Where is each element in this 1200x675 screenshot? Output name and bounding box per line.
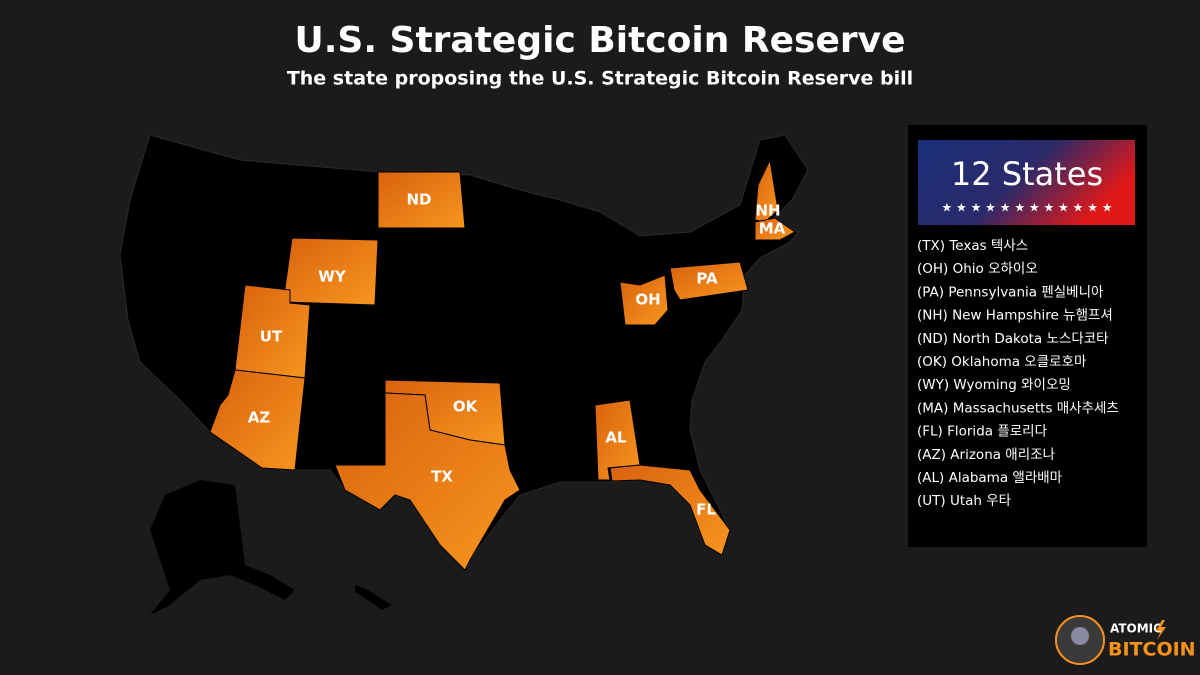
subtitle: The state proposing the U.S. Strategic B… (287, 68, 913, 90)
legend-item: (AL) Alabama 앨라배마 (917, 470, 1063, 486)
logo-line1: ATOMIC (1110, 622, 1162, 636)
state-label: TX (431, 468, 453, 486)
state-shape (594, 399, 641, 481)
logo: ATOMIC BITCOIN (1055, 615, 1196, 665)
logo-bolt (1156, 620, 1166, 640)
legend-item: (WY) Wyoming 와이오밍 (917, 377, 1071, 393)
state-shape (754, 158, 779, 223)
logo-icon-head (1071, 627, 1089, 645)
state-label: UT (260, 328, 283, 346)
state-label: PA (696, 270, 718, 288)
state-shape (377, 171, 466, 229)
legend-item: (ND) North Dakota 노스다코타 (917, 331, 1109, 347)
state-label: AZ (248, 409, 271, 427)
state-shape (282, 237, 379, 306)
state-shape (609, 464, 731, 556)
state-shape (669, 261, 749, 301)
state-shape (209, 369, 306, 471)
state-label: ND (406, 191, 431, 209)
state-label: WY (318, 268, 347, 286)
legend-item: (FL) Florida 플로리다 (917, 424, 1048, 440)
legend-banner (918, 140, 1135, 225)
logo-line2: BITCOIN (1108, 639, 1196, 661)
title: U.S. Strategic Bitcoin Reserve (294, 20, 905, 61)
state-label: OH (635, 291, 660, 309)
legend-item: (TX) Texas 텍사스 (917, 238, 1028, 254)
state-label: NH (755, 202, 780, 220)
stars: ★ ★ ★ ★ ★ ★ ★ ★ ★ ★ ★ ★ (941, 201, 1112, 215)
legend-item: (AZ) Arizona 애리조나 (917, 447, 1055, 463)
state-label: OK (453, 398, 479, 416)
legend-item: (MA) Massachusetts 매사추세츠 (917, 400, 1119, 416)
state-label: MA (759, 220, 786, 238)
legend-item: (UT) Utah 우타 (917, 493, 1012, 509)
legend-item: (PA) Pennsylvania 펜실베니아 (917, 284, 1104, 300)
legend-item: (OK) Oklahoma 오클로호마 (917, 354, 1087, 370)
hawaii (355, 585, 392, 610)
state-shape (334, 392, 521, 571)
state-label: FL (696, 501, 716, 519)
state-label: AL (605, 429, 627, 447)
state-shape (619, 274, 669, 326)
legend-item: (NH) New Hampshire 뉴햄프셔 (917, 308, 1113, 324)
legend-item: (OH) Ohio 오하이오 (917, 261, 1038, 277)
state-shape (754, 217, 796, 241)
state-count: 12 States (951, 155, 1103, 193)
alaska (150, 480, 295, 615)
